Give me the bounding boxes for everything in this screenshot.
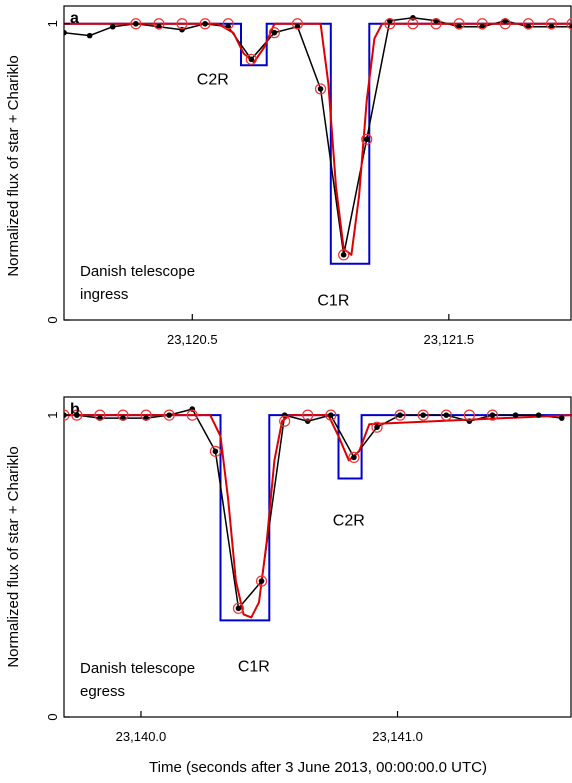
observed-flux-line — [64, 408, 562, 611]
synthetic-point — [566, 18, 572, 30]
observed-point — [64, 29, 67, 36]
synthetic-point — [440, 409, 452, 421]
chart-panel-b: 23,140.0 23,141.0 0 1 b Danish telescope egres… — [45, 396, 572, 744]
y-axis-label: Normalized flux of star + Chariklo — [5, 55, 22, 276]
synthetic-point — [417, 409, 429, 421]
observed-point — [420, 412, 426, 418]
synthetic-point — [545, 18, 558, 30]
synthetic-point — [255, 575, 268, 587]
diffraction-model-line — [64, 22, 572, 256]
observed-point — [133, 20, 139, 27]
synthetic-point — [361, 133, 373, 145]
observed-point — [535, 412, 542, 418]
synthetic-point — [384, 18, 396, 30]
phase-annotation: egress — [80, 683, 125, 700]
synthetic-point — [325, 409, 337, 421]
observed-point — [340, 252, 347, 258]
synthetic-point — [453, 18, 465, 30]
observed-point — [212, 448, 219, 455]
synthetic-point — [209, 445, 221, 457]
observed-point — [202, 20, 208, 27]
plot-area — [64, 406, 572, 622]
observed-point — [351, 454, 357, 461]
observed-point — [74, 412, 80, 418]
observed-point — [86, 32, 93, 39]
observed-point — [235, 605, 242, 612]
phase-annotation: ingress — [80, 286, 128, 303]
panel-label: a — [70, 10, 79, 27]
square-well-model-line — [64, 414, 572, 622]
synthetic-point — [186, 409, 198, 421]
synthetic-point — [199, 18, 211, 30]
observed-point — [271, 29, 278, 36]
synthetic-point — [71, 409, 83, 421]
y-axis-label: Normalized flux of star + Chariklo — [5, 446, 22, 667]
ring-label-c1r: C1R — [317, 293, 349, 310]
synthetic-point — [176, 18, 188, 30]
synthetic-point — [232, 602, 245, 614]
synthetic-point — [430, 18, 442, 30]
synthetic-point — [291, 18, 304, 30]
y-tick-label: 1 — [45, 20, 60, 27]
observed-point — [363, 136, 370, 143]
observed-point — [109, 23, 116, 30]
telescope-annotation: Danish telescope — [80, 660, 195, 677]
synthetic-point — [163, 409, 175, 421]
synthetic-point — [222, 18, 234, 30]
synthetic-point — [302, 409, 314, 421]
synthetic-point — [476, 18, 488, 30]
chart-panel-a: 23,120.5 23,121.5 0 1 a Danish telescope ingre… — [45, 5, 572, 347]
synthetic-point — [94, 409, 106, 421]
synthetic-point — [348, 451, 360, 463]
observed-point — [558, 415, 565, 421]
synthetic-point — [140, 409, 152, 421]
synthetic-point — [499, 18, 511, 30]
panel-label: b — [70, 401, 80, 418]
synthetic-point — [279, 415, 291, 427]
synthetic-point — [245, 53, 257, 65]
synthetic-point — [463, 409, 475, 421]
observed-point — [258, 578, 265, 584]
synthetic-point — [117, 409, 129, 421]
synthetic-point — [371, 421, 383, 433]
plot-frame — [63, 396, 572, 718]
observed-point — [489, 412, 496, 418]
y-tick-label: 1 — [45, 411, 60, 418]
observed-point — [317, 86, 324, 92]
synthetic-point — [407, 18, 419, 30]
observed-point — [397, 412, 403, 418]
ring-label-c2r: C2R — [333, 513, 365, 530]
observed-point — [166, 412, 172, 418]
diffraction-model-line — [64, 414, 572, 619]
square-well-model-line — [64, 22, 572, 265]
synthetic-point — [338, 249, 350, 261]
x-tick-label: 23,141.0 — [372, 729, 423, 744]
y-tick-label: 0 — [45, 316, 60, 323]
y-tick-label: 0 — [45, 713, 60, 720]
x-axis-label: Time (seconds after 3 June 2013, 00:00:0… — [149, 759, 487, 776]
observed-point — [328, 412, 334, 418]
observed-point — [248, 56, 255, 63]
observed-flux-line — [64, 17, 572, 255]
x-tick-label: 23,120.5 — [167, 332, 218, 347]
synthetic-point — [153, 18, 165, 30]
ring-label-c1r: C1R — [238, 659, 270, 676]
synthetic-point — [522, 18, 534, 30]
synthetic-point — [394, 409, 406, 421]
observed-point — [443, 412, 450, 418]
plot-area — [64, 15, 572, 265]
synthetic-point — [130, 18, 142, 30]
x-tick-label: 23,121.5 — [424, 332, 475, 347]
synthetic-point — [314, 83, 327, 95]
plot-frame — [63, 5, 572, 321]
synthetic-point — [486, 409, 499, 421]
telescope-annotation: Danish telescope — [80, 263, 195, 280]
ring-label-c2r: C2R — [197, 71, 229, 88]
observed-point — [374, 424, 380, 430]
x-tick-label: 23,140.0 — [116, 729, 167, 744]
observed-point — [512, 412, 519, 418]
synthetic-point — [268, 27, 280, 39]
